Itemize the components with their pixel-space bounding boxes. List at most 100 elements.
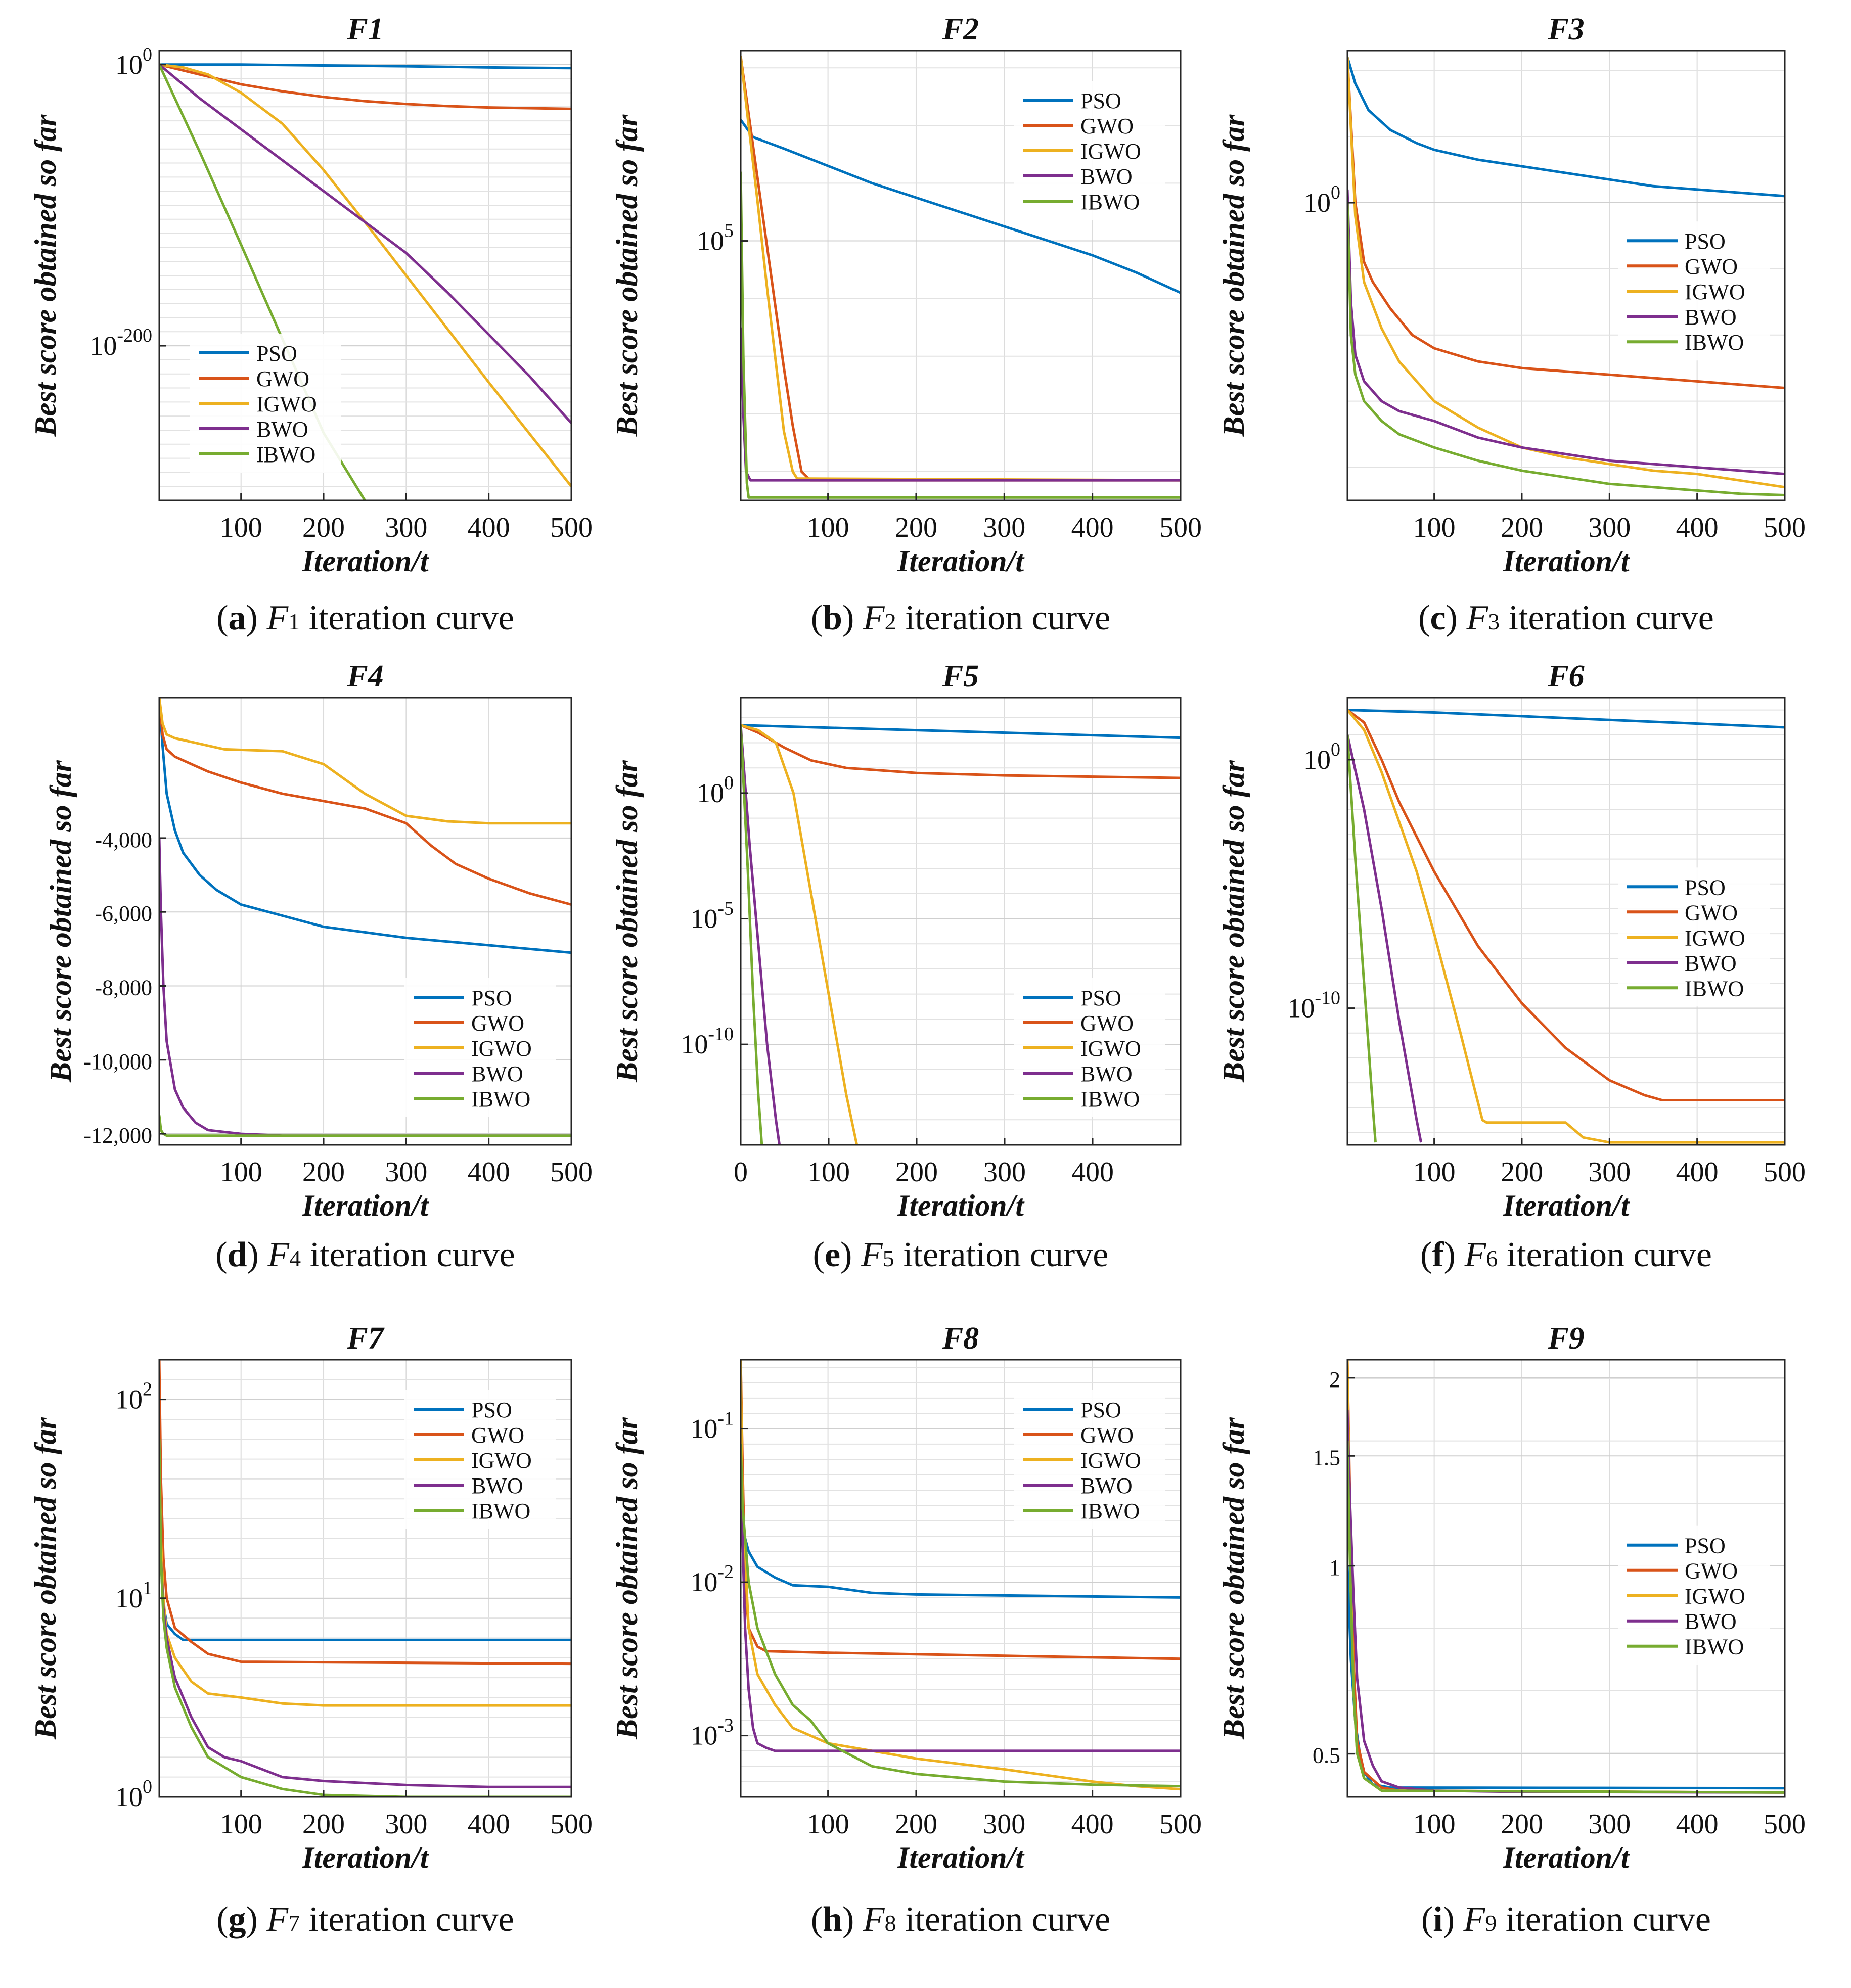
chart-title: F7 [346, 1321, 385, 1356]
series-bwo-line [741, 725, 781, 1145]
series-gwo-line [159, 1360, 571, 1666]
series-pso-line [159, 63, 571, 70]
legend-label-ibwo: IBWO [1080, 190, 1140, 214]
series-pso-line [1347, 709, 1785, 729]
x-tick-label: 100 [220, 1809, 262, 1840]
x-tick-label: 400 [468, 512, 510, 543]
series-gwo-line [159, 698, 571, 906]
y-axis-label: Best score obtained so far [29, 114, 62, 437]
x-tick-label: 400 [1676, 1157, 1719, 1188]
x-tick-label: 400 [1071, 1809, 1114, 1840]
axes-box [158, 1359, 572, 1798]
y-tick-label: -12,000 [83, 1123, 152, 1148]
y-tick-label: -6,000 [95, 901, 152, 926]
x-tick-label: 200 [302, 1157, 345, 1188]
legend-label-gwo: GWO [471, 1423, 524, 1448]
x-tick-label: 200 [895, 512, 937, 543]
x-tick-label: 300 [385, 512, 427, 543]
x-tick-label: 100 [807, 1157, 850, 1188]
series-igwo-line [159, 63, 571, 487]
legend-label-ibwo: IBWO [1080, 1499, 1140, 1523]
y-axis-label: Best score obtained so far [610, 760, 644, 1083]
y-tick-label: 10-3 [690, 1715, 734, 1751]
axes-box [1346, 50, 1786, 501]
chart-title: F9 [1547, 1321, 1584, 1356]
x-tick-label: 200 [895, 1809, 937, 1840]
series-pso-line [1347, 57, 1785, 198]
y-tick-label: 10-2 [690, 1561, 734, 1597]
axes-box [1346, 1359, 1786, 1798]
legend-label-gwo: GWO [1080, 114, 1134, 138]
y-tick-label: 10-1 [690, 1408, 734, 1444]
legend-label-gwo: GWO [1080, 1423, 1134, 1448]
series-igwo-line [741, 56, 1181, 482]
legend-label-gwo: GWO [1685, 1559, 1738, 1584]
chart-caption: (h) F8 iteration curve [811, 1900, 1111, 1939]
chart-title: F4 [346, 659, 383, 694]
series-gwo-line [159, 63, 571, 110]
x-tick-label: 200 [302, 1809, 345, 1840]
x-tick-label: 300 [983, 1157, 1026, 1188]
chart-f9: 100 200 300 400 500 2 1.5 1 0.5 F9 Iteration/t Best… [1217, 1321, 1806, 1939]
legend-label-bwo: BWO [1685, 305, 1737, 330]
y-axis-label: Best score obtained so far [29, 1417, 62, 1740]
y-axis-label: Best score obtained so far [610, 1417, 644, 1740]
y-tick-label: 0.5 [1313, 1743, 1340, 1768]
legend-label-igwo: IGWO [471, 1036, 532, 1061]
x-tick-label: 500 [1764, 512, 1806, 543]
axes-box [1346, 697, 1786, 1146]
y-axis-label: Best score obtained so far [1217, 760, 1250, 1083]
series-bwo-line [1347, 189, 1785, 476]
x-tick-label: 300 [385, 1809, 427, 1840]
chart-f4: 100 200 300 400 500 -4,000 -6,000 -8,000 -10,000… [44, 659, 593, 1274]
x-axis-label: Iteration/t [897, 544, 1025, 578]
chart-title: F5 [942, 659, 979, 694]
y-tick-label: 101 [115, 1578, 152, 1613]
series-igwo-line [741, 724, 859, 1145]
legend-label-gwo: GWO [1080, 1011, 1134, 1036]
series-gwo-line [741, 56, 1181, 482]
legend-label-igwo: IGWO [1080, 1448, 1141, 1473]
x-tick-label: 200 [302, 512, 345, 543]
legend-label-bwo: BWO [1080, 164, 1133, 189]
legend-label-ibwo: IBWO [256, 442, 315, 467]
axes-box [740, 50, 1182, 501]
x-axis-label: Iteration/t [1502, 1841, 1630, 1874]
y-tick-label: 10-10 [1287, 988, 1340, 1024]
series-ibwo-line [741, 725, 763, 1145]
x-tick-label: 300 [1588, 1157, 1631, 1188]
chart-caption: (d) F4 iteration curve [215, 1235, 515, 1274]
x-tick-label: 400 [1676, 1809, 1719, 1840]
legend-label-pso: PSO [1685, 229, 1726, 254]
y-axis-label: Best score obtained so far [610, 114, 644, 437]
chart-caption: (e) F5 iteration curve [813, 1235, 1109, 1274]
legend-label-gwo: GWO [471, 1011, 524, 1036]
series-bwo-line [741, 1459, 1181, 1752]
chart-title: F3 [1547, 12, 1584, 47]
chart-f8: 100 200 300 400 500 10-1 10-2 10-3 F8 Iteration/t… [610, 1321, 1202, 1939]
legend-label-bwo: BWO [1685, 1609, 1737, 1634]
x-tick-label: 400 [468, 1809, 510, 1840]
axes-box [740, 1359, 1182, 1798]
legend-label-igwo: IGWO [1080, 139, 1141, 164]
y-tick-label: -8,000 [95, 975, 152, 1000]
x-axis-label: Iteration/t [897, 1189, 1025, 1222]
legend-label-bwo: BWO [1080, 1061, 1133, 1086]
x-tick-label: 100 [1413, 1157, 1456, 1188]
legend-label-igwo: IGWO [1685, 280, 1745, 304]
x-tick-label: 300 [1588, 512, 1631, 543]
legend-label-gwo: GWO [1685, 254, 1738, 279]
y-tick-label: 2 [1329, 1367, 1340, 1392]
legend-label-pso: PSO [1685, 875, 1726, 900]
y-tick-label: 100 [115, 44, 152, 80]
y-tick-label: 10-5 [690, 898, 734, 934]
series-gwo-line [1347, 709, 1785, 1101]
series-igwo-line [1347, 57, 1785, 489]
chart-title: F8 [942, 1321, 979, 1356]
x-tick-label: 100 [1413, 1809, 1456, 1840]
